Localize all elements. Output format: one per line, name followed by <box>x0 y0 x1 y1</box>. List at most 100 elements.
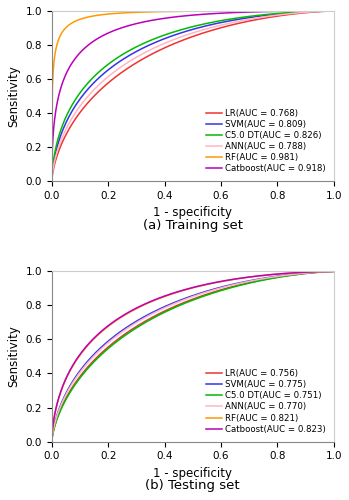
SVM(AUC = 0.809) <box>332 8 336 14</box>
X-axis label: 1 - specificity: 1 - specificity <box>153 206 232 220</box>
C5.0 DT(AUC = 0.751) <box>227 285 231 291</box>
Line: Catboost(AUC = 0.918): Catboost(AUC = 0.918) <box>52 11 334 181</box>
RF(AUC = 0.821) <box>255 273 259 279</box>
SVM(AUC = 0.775) <box>161 304 165 310</box>
LR(AUC = 0.768) <box>332 8 336 14</box>
C5.0 DT(AUC = 0.751) <box>332 268 336 274</box>
LR(AUC = 0.768) <box>50 178 54 184</box>
Catboost(AUC = 0.823) <box>227 277 231 283</box>
ANN(AUC = 0.788) <box>142 50 146 56</box>
SVM(AUC = 0.809) <box>161 36 165 42</box>
Catboost(AUC = 0.918) <box>50 178 54 184</box>
Catboost(AUC = 0.918) <box>332 8 336 14</box>
RF(AUC = 0.981) <box>161 8 165 14</box>
Line: Catboost(AUC = 0.823): Catboost(AUC = 0.823) <box>52 272 334 442</box>
ANN(AUC = 0.770) <box>83 362 88 368</box>
RF(AUC = 0.981) <box>227 8 231 14</box>
LR(AUC = 0.768) <box>142 56 146 62</box>
SVM(AUC = 0.809) <box>255 14 259 20</box>
RF(AUC = 0.821) <box>50 438 54 444</box>
C5.0 DT(AUC = 0.751) <box>142 320 146 326</box>
SVM(AUC = 0.809) <box>83 89 88 95</box>
Catboost(AUC = 0.823) <box>161 294 165 300</box>
ANN(AUC = 0.788) <box>83 96 88 102</box>
SVM(AUC = 0.775) <box>255 276 259 282</box>
SVM(AUC = 0.775) <box>142 314 146 320</box>
C5.0 DT(AUC = 0.751) <box>253 278 258 284</box>
SVM(AUC = 0.809) <box>142 45 146 51</box>
C5.0 DT(AUC = 0.826) <box>161 32 165 38</box>
Line: ANN(AUC = 0.788): ANN(AUC = 0.788) <box>52 11 334 181</box>
C5.0 DT(AUC = 0.826) <box>142 40 146 46</box>
ANN(AUC = 0.788) <box>161 41 165 47</box>
RF(AUC = 0.981) <box>332 8 336 14</box>
Catboost(AUC = 0.918) <box>255 9 259 15</box>
RF(AUC = 0.821) <box>83 345 88 351</box>
Catboost(AUC = 0.918) <box>227 10 231 16</box>
SVM(AUC = 0.809) <box>253 14 258 20</box>
Line: LR(AUC = 0.756): LR(AUC = 0.756) <box>52 272 334 442</box>
ANN(AUC = 0.788) <box>227 20 231 26</box>
Text: (a) Training set: (a) Training set <box>143 218 243 232</box>
RF(AUC = 0.981) <box>255 8 259 14</box>
RF(AUC = 0.981) <box>253 8 258 14</box>
SVM(AUC = 0.775) <box>332 268 336 274</box>
Line: RF(AUC = 0.981): RF(AUC = 0.981) <box>52 11 334 181</box>
ANN(AUC = 0.788) <box>255 15 259 21</box>
ANN(AUC = 0.770) <box>50 438 54 444</box>
ANN(AUC = 0.770) <box>253 277 258 283</box>
SVM(AUC = 0.775) <box>83 360 88 366</box>
Catboost(AUC = 0.823) <box>50 438 54 444</box>
C5.0 DT(AUC = 0.826) <box>83 82 88 88</box>
X-axis label: 1 - specificity: 1 - specificity <box>153 467 232 480</box>
Legend: LR(AUC = 0.756), SVM(AUC = 0.775), C5.0 DT(AUC = 0.751), ANN(AUC = 0.770), RF(AU: LR(AUC = 0.756), SVM(AUC = 0.775), C5.0 … <box>203 366 329 437</box>
Catboost(AUC = 0.823) <box>83 344 88 350</box>
C5.0 DT(AUC = 0.826) <box>332 8 336 14</box>
Line: ANN(AUC = 0.770): ANN(AUC = 0.770) <box>52 272 334 442</box>
Line: C5.0 DT(AUC = 0.751): C5.0 DT(AUC = 0.751) <box>52 272 334 442</box>
LR(AUC = 0.756) <box>332 268 336 274</box>
LR(AUC = 0.756) <box>50 438 54 444</box>
Catboost(AUC = 0.918) <box>253 9 258 15</box>
RF(AUC = 0.981) <box>50 178 54 184</box>
RF(AUC = 0.981) <box>142 9 146 15</box>
LR(AUC = 0.756) <box>227 284 231 290</box>
C5.0 DT(AUC = 0.826) <box>227 16 231 22</box>
RF(AUC = 0.821) <box>161 294 165 300</box>
Catboost(AUC = 0.823) <box>142 302 146 308</box>
Line: C5.0 DT(AUC = 0.826): C5.0 DT(AUC = 0.826) <box>52 11 334 181</box>
SVM(AUC = 0.809) <box>50 178 54 184</box>
LR(AUC = 0.768) <box>227 22 231 28</box>
RF(AUC = 0.821) <box>332 268 336 274</box>
Line: RF(AUC = 0.821): RF(AUC = 0.821) <box>52 272 334 442</box>
Line: LR(AUC = 0.768): LR(AUC = 0.768) <box>52 11 334 181</box>
LR(AUC = 0.756) <box>161 308 165 314</box>
Y-axis label: Sensitivity: Sensitivity <box>7 65 20 127</box>
SVM(AUC = 0.775) <box>253 276 258 282</box>
LR(AUC = 0.756) <box>142 319 146 325</box>
SVM(AUC = 0.775) <box>50 438 54 444</box>
C5.0 DT(AUC = 0.751) <box>255 278 259 284</box>
LR(AUC = 0.768) <box>253 17 258 23</box>
LR(AUC = 0.768) <box>255 16 259 22</box>
C5.0 DT(AUC = 0.751) <box>161 310 165 316</box>
ANN(AUC = 0.770) <box>142 316 146 322</box>
Catboost(AUC = 0.823) <box>255 273 259 279</box>
Legend: LR(AUC = 0.768), SVM(AUC = 0.809), C5.0 DT(AUC = 0.826), ANN(AUC = 0.788), RF(AU: LR(AUC = 0.768), SVM(AUC = 0.809), C5.0 … <box>203 105 329 177</box>
C5.0 DT(AUC = 0.826) <box>255 12 259 18</box>
Y-axis label: Sensitivity: Sensitivity <box>7 326 20 388</box>
C5.0 DT(AUC = 0.751) <box>83 368 88 374</box>
ANN(AUC = 0.770) <box>227 283 231 289</box>
SVM(AUC = 0.775) <box>227 282 231 288</box>
RF(AUC = 0.821) <box>142 302 146 308</box>
Catboost(AUC = 0.918) <box>161 16 165 22</box>
ANN(AUC = 0.770) <box>161 306 165 312</box>
ANN(AUC = 0.770) <box>255 277 259 283</box>
C5.0 DT(AUC = 0.751) <box>50 438 54 444</box>
SVM(AUC = 0.809) <box>227 18 231 24</box>
ANN(AUC = 0.788) <box>253 15 258 21</box>
Line: SVM(AUC = 0.809): SVM(AUC = 0.809) <box>52 11 334 181</box>
Text: (b) Testing set: (b) Testing set <box>146 479 240 492</box>
Catboost(AUC = 0.823) <box>253 274 258 280</box>
ANN(AUC = 0.770) <box>332 268 336 274</box>
